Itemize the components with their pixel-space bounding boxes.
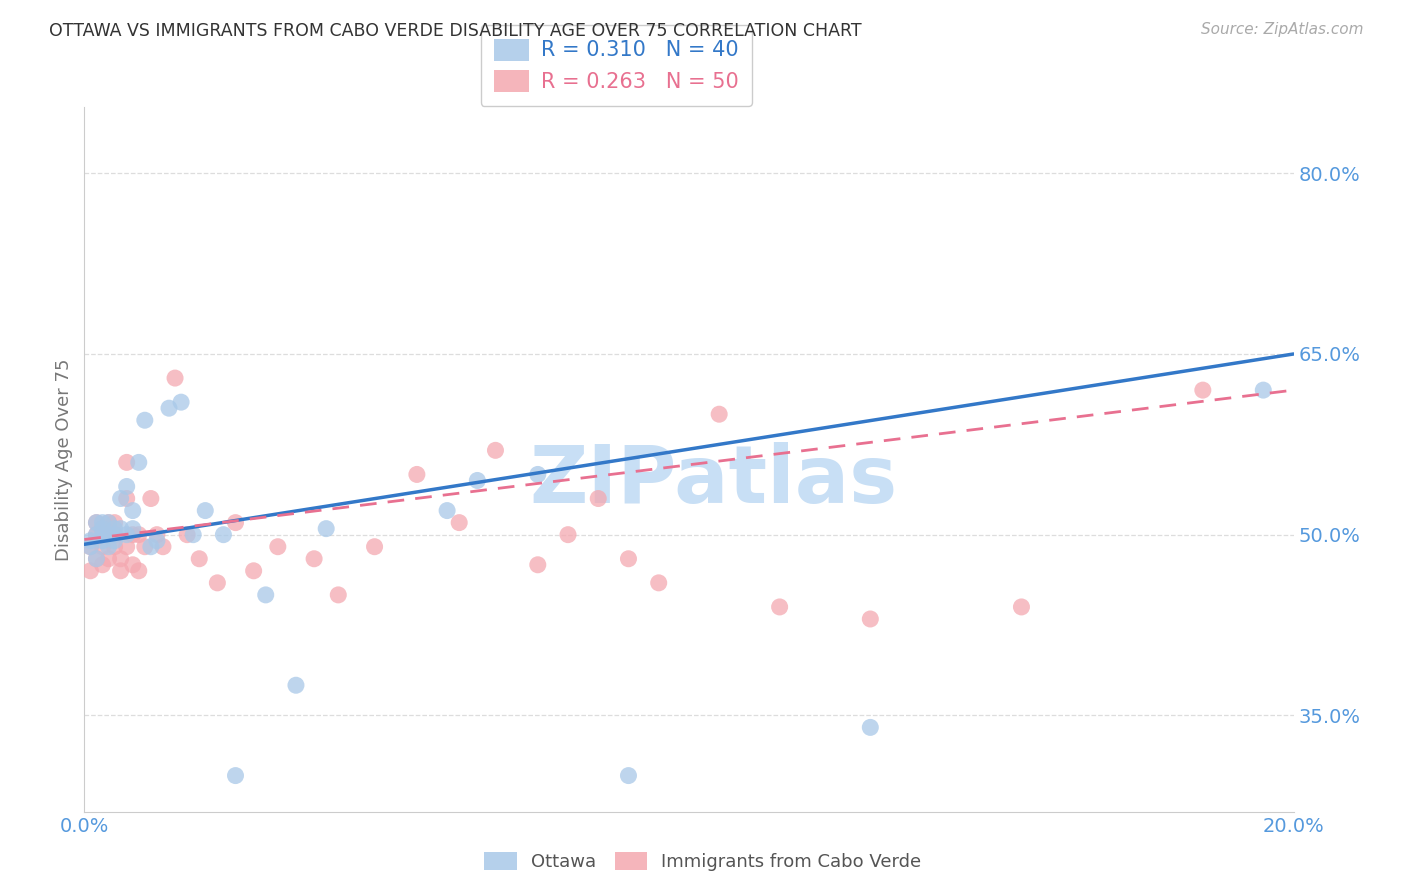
Point xyxy=(86,551,108,566)
Point xyxy=(225,768,247,782)
Point xyxy=(79,540,101,554)
Point xyxy=(134,540,156,554)
Point xyxy=(110,564,132,578)
Point xyxy=(859,720,882,734)
Point xyxy=(139,491,162,506)
Point xyxy=(165,371,187,385)
Point xyxy=(97,540,120,554)
Point xyxy=(1253,383,1275,397)
Point xyxy=(363,540,385,554)
Point xyxy=(128,564,150,578)
Point xyxy=(79,540,101,554)
Point xyxy=(91,527,114,541)
Point xyxy=(91,558,114,572)
Point xyxy=(859,612,882,626)
Legend: R = 0.310   N = 40, R = 0.263   N = 50: R = 0.310 N = 40, R = 0.263 N = 50 xyxy=(481,25,752,106)
Point xyxy=(769,599,792,614)
Point xyxy=(134,413,156,427)
Text: Source: ZipAtlas.com: Source: ZipAtlas.com xyxy=(1201,22,1364,37)
Legend: Ottawa, Immigrants from Cabo Verde: Ottawa, Immigrants from Cabo Verde xyxy=(477,845,929,879)
Point xyxy=(467,474,489,488)
Point xyxy=(91,540,114,554)
Point xyxy=(152,540,174,554)
Point xyxy=(527,558,550,572)
Text: ZIPatlas: ZIPatlas xyxy=(529,442,897,519)
Point xyxy=(121,558,143,572)
Point xyxy=(139,540,162,554)
Point xyxy=(97,527,120,541)
Point xyxy=(315,522,337,536)
Point xyxy=(225,516,247,530)
Point xyxy=(79,564,101,578)
Point xyxy=(115,479,138,493)
Point xyxy=(527,467,550,482)
Point xyxy=(104,540,127,554)
Point xyxy=(302,551,325,566)
Point xyxy=(121,503,143,517)
Point xyxy=(97,516,120,530)
Point xyxy=(449,516,471,530)
Point xyxy=(285,678,308,692)
Point xyxy=(128,527,150,541)
Point xyxy=(110,522,132,536)
Point xyxy=(617,768,640,782)
Point xyxy=(91,522,114,536)
Point xyxy=(104,527,127,541)
Point xyxy=(121,527,143,541)
Point xyxy=(436,503,458,517)
Point xyxy=(110,551,132,566)
Point xyxy=(207,575,229,590)
Point xyxy=(86,516,108,530)
Point xyxy=(104,533,127,548)
Point xyxy=(1192,383,1215,397)
Point xyxy=(91,522,114,536)
Point xyxy=(242,564,264,578)
Point xyxy=(157,401,180,416)
Point xyxy=(86,527,108,541)
Point xyxy=(557,527,579,541)
Point xyxy=(91,516,114,530)
Point xyxy=(146,533,169,548)
Point xyxy=(115,455,138,469)
Point xyxy=(267,540,290,554)
Point xyxy=(110,491,132,506)
Point xyxy=(91,533,114,548)
Point xyxy=(188,551,211,566)
Point xyxy=(176,527,198,541)
Point xyxy=(617,551,640,566)
Point xyxy=(146,527,169,541)
Point xyxy=(181,527,204,541)
Point xyxy=(104,516,127,530)
Point xyxy=(79,533,101,548)
Point xyxy=(1011,599,1033,614)
Point xyxy=(709,407,731,421)
Point xyxy=(406,467,429,482)
Point xyxy=(115,491,138,506)
Point xyxy=(212,527,235,541)
Point xyxy=(128,455,150,469)
Point xyxy=(86,551,108,566)
Y-axis label: Disability Age Over 75: Disability Age Over 75 xyxy=(55,358,73,561)
Point xyxy=(648,575,671,590)
Point xyxy=(97,527,120,541)
Point xyxy=(104,522,127,536)
Point xyxy=(115,540,138,554)
Point xyxy=(588,491,610,506)
Point xyxy=(97,516,120,530)
Point xyxy=(484,443,506,458)
Point xyxy=(121,522,143,536)
Point xyxy=(254,588,277,602)
Point xyxy=(86,527,108,541)
Text: OTTAWA VS IMMIGRANTS FROM CABO VERDE DISABILITY AGE OVER 75 CORRELATION CHART: OTTAWA VS IMMIGRANTS FROM CABO VERDE DIS… xyxy=(49,22,862,40)
Point xyxy=(115,527,138,541)
Point xyxy=(170,395,193,409)
Point xyxy=(194,503,217,517)
Point xyxy=(86,516,108,530)
Point xyxy=(328,588,350,602)
Point xyxy=(104,527,127,541)
Point xyxy=(97,551,120,566)
